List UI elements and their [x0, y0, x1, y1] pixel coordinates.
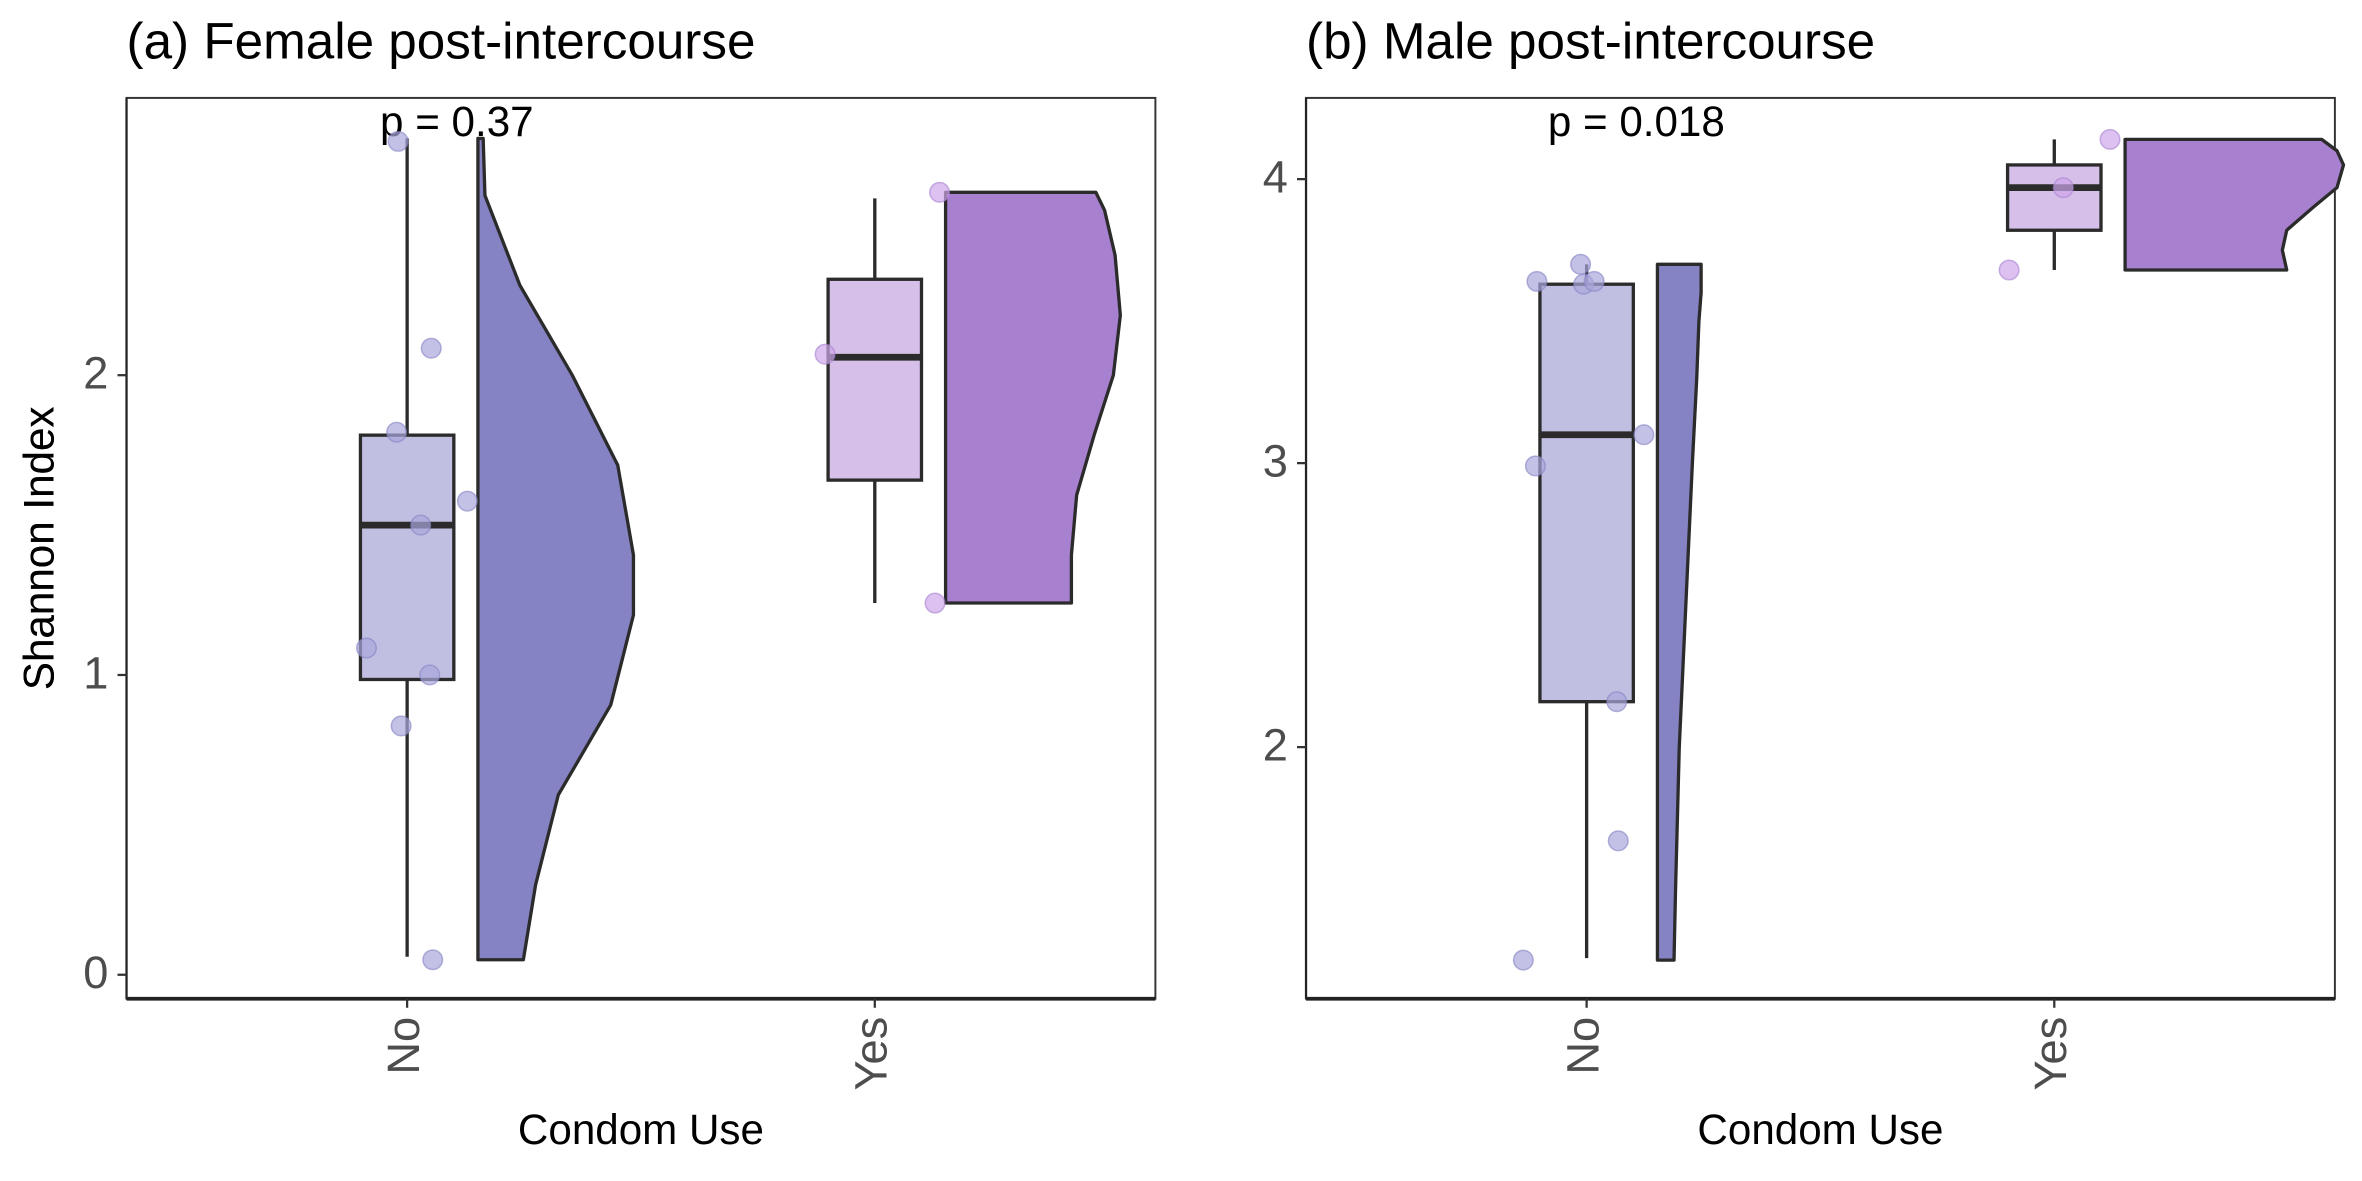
y-tick-label: 1 [83, 647, 108, 698]
y-tick-label: 4 [1263, 152, 1288, 203]
violin [2123, 137, 2346, 272]
box [826, 277, 924, 482]
data-point [1570, 253, 1592, 275]
annotation: p = 0.018 [1548, 98, 1725, 145]
y-tick-label: 0 [83, 947, 108, 998]
data-point [422, 949, 444, 971]
x-axis-title: Condom Use [518, 1106, 764, 1153]
data-point [456, 490, 478, 512]
violin [943, 190, 1122, 605]
x-tick-label: No [1558, 1017, 1609, 1075]
x-tick-label: Yes [2025, 1017, 2076, 1091]
data-point [1583, 270, 1605, 292]
data-point [1512, 949, 1534, 971]
box [1538, 282, 1635, 704]
violin [476, 136, 636, 962]
data-point [1524, 455, 1546, 477]
data-point [2099, 128, 2121, 150]
data-point [355, 637, 378, 659]
x-axis-title: Condom Use [1697, 1106, 1943, 1153]
data-point [1526, 270, 1548, 292]
data-point [929, 181, 951, 203]
y-tick-label: 2 [1263, 720, 1288, 771]
data-point [1606, 691, 1628, 713]
x-tick-label: No [378, 1017, 429, 1075]
data-point [1998, 259, 2020, 281]
data-point [419, 664, 441, 686]
violin [1655, 262, 1703, 962]
data-point [386, 421, 408, 443]
x-tick-label: Yes [846, 1017, 897, 1091]
data-point [2052, 177, 2074, 199]
data-point [924, 592, 946, 614]
chart-title: (b) Male post-intercourse [1306, 13, 1875, 70]
data-point [1633, 424, 1655, 446]
data-point [410, 514, 432, 536]
box [358, 433, 456, 682]
y-tick-label: 3 [1263, 436, 1288, 487]
y-axis-title: Shannon Index [15, 407, 62, 691]
y-tick-label: 2 [83, 348, 108, 399]
data-point [390, 715, 412, 737]
data-point [1607, 830, 1629, 852]
data-point [420, 337, 442, 359]
chart-title: (a) Female post-intercourse [127, 13, 756, 70]
box [2005, 163, 2103, 232]
y-axis-title: Shannon Index [15, 407, 62, 691]
data-point [387, 130, 409, 152]
data-point [814, 343, 836, 365]
